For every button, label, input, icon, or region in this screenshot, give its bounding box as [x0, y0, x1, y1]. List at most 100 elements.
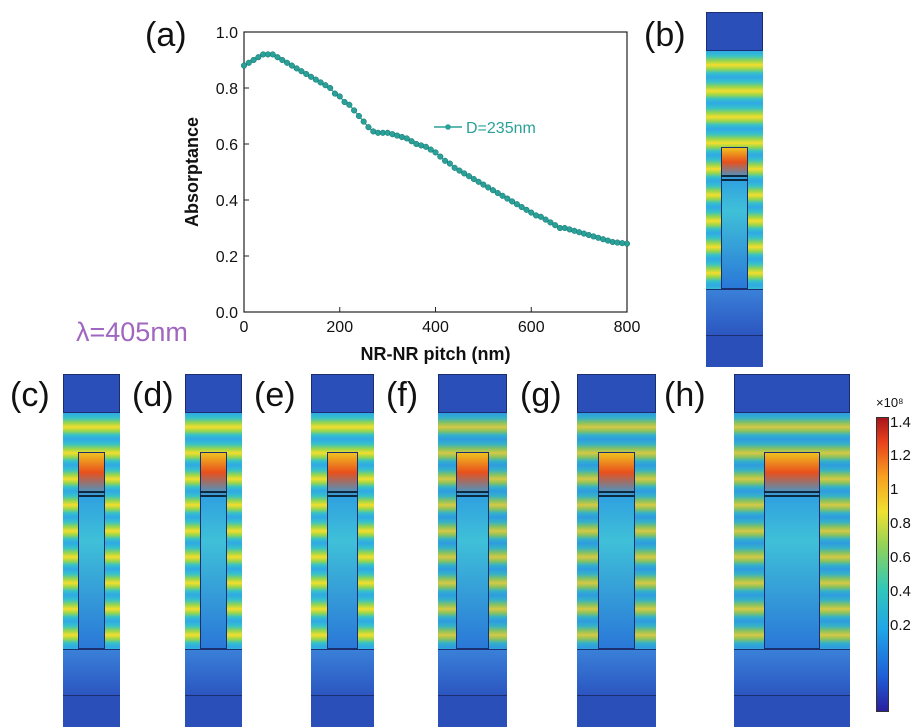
base	[185, 695, 242, 727]
data-point	[245, 59, 252, 66]
substrate	[734, 649, 850, 697]
data-point	[269, 51, 276, 58]
substrate	[438, 649, 507, 697]
data-point	[346, 101, 353, 108]
data-point	[504, 195, 511, 202]
qw-layers	[77, 491, 106, 498]
colorbar-tick: 0.8	[890, 515, 911, 532]
data-point	[528, 209, 535, 216]
data-point	[408, 138, 415, 145]
y-axis-label: Absorptance	[182, 117, 202, 227]
colorbar-tick: 1.2	[890, 447, 911, 464]
data-point	[255, 54, 262, 61]
nanorod	[327, 451, 358, 650]
air-region	[438, 374, 507, 413]
panel-label-c: (c)	[10, 376, 50, 414]
air-region	[311, 374, 374, 413]
data-point	[485, 184, 492, 191]
data-point	[456, 167, 463, 174]
y-tick-label: 0.8	[216, 81, 238, 98]
panel-label-a: (a)	[145, 16, 187, 54]
y-tick-label: 1.0	[216, 25, 238, 42]
air-region	[185, 374, 242, 413]
data-point	[451, 164, 458, 171]
base	[63, 695, 120, 727]
data-point	[446, 160, 453, 167]
x-tick-label: 600	[518, 319, 545, 336]
data-point	[461, 170, 468, 177]
x-tick-label: 0	[240, 319, 249, 336]
data-point	[542, 216, 549, 223]
base	[438, 695, 507, 727]
qw-layers	[720, 175, 749, 182]
data-point	[288, 62, 295, 69]
nanorod	[720, 146, 749, 289]
nanorod	[77, 451, 106, 650]
y-tick-label: 0.4	[216, 193, 238, 210]
legend-label: D=235nm	[466, 120, 536, 137]
field-map-e	[311, 374, 374, 727]
air-region	[577, 374, 656, 413]
data-point	[293, 65, 300, 72]
substrate	[63, 649, 120, 697]
data-point	[336, 93, 343, 100]
data-point	[494, 189, 501, 197]
colorbar-tick: 0.6	[890, 549, 911, 566]
x-tick-label: 800	[614, 319, 641, 336]
data-point	[623, 240, 631, 247]
data-point	[552, 222, 559, 229]
data-point	[442, 157, 449, 164]
substrate	[706, 288, 763, 337]
qw-layers	[764, 491, 820, 498]
data-point	[351, 107, 358, 114]
data-point	[322, 82, 329, 89]
data-point	[298, 68, 305, 75]
qw-layers	[597, 491, 636, 498]
data-point	[518, 203, 525, 211]
colorbar-tick: 0.2	[890, 617, 911, 634]
qw-layers	[327, 491, 358, 498]
colorbar-tick: 1	[890, 481, 899, 498]
x-axis-label: NR-NR pitch (nm)	[361, 344, 511, 364]
data-point	[250, 56, 257, 64]
panel-label-b: (b)	[644, 16, 686, 54]
data-point	[509, 198, 516, 205]
substrate	[311, 649, 374, 697]
colorbar	[876, 417, 889, 712]
data-point	[523, 206, 530, 213]
data-point	[240, 62, 248, 69]
data-point	[279, 56, 286, 64]
panel-label-e: (e)	[254, 376, 296, 414]
base	[734, 695, 850, 727]
air-region	[63, 374, 120, 413]
base	[311, 695, 374, 727]
data-point	[427, 146, 434, 153]
data-point	[480, 181, 487, 188]
data-point	[513, 201, 520, 208]
data-point	[365, 124, 372, 131]
x-tick-label: 200	[326, 319, 353, 336]
data-point	[537, 213, 544, 220]
data-point	[437, 153, 444, 160]
data-point	[341, 98, 348, 106]
data-point	[331, 90, 339, 97]
y-tick-label: 0.0	[216, 305, 238, 322]
field-map-g	[577, 374, 656, 727]
data-point	[327, 84, 334, 92]
base	[577, 695, 656, 727]
panel-label-d: (d)	[132, 376, 174, 414]
data-point	[360, 118, 367, 125]
data-point	[489, 187, 497, 194]
qw-layers	[455, 491, 490, 498]
nanorod	[597, 451, 636, 650]
panel-label-g: (g)	[520, 376, 562, 414]
data-point	[432, 149, 439, 156]
substrate	[577, 649, 656, 697]
qw-layers	[199, 491, 228, 498]
air-region	[706, 12, 763, 52]
substrate	[185, 649, 242, 697]
colorbar-tick: 0.4	[890, 583, 911, 600]
colorbar-tick: 1.4	[890, 414, 911, 431]
field-map-d	[185, 374, 242, 727]
